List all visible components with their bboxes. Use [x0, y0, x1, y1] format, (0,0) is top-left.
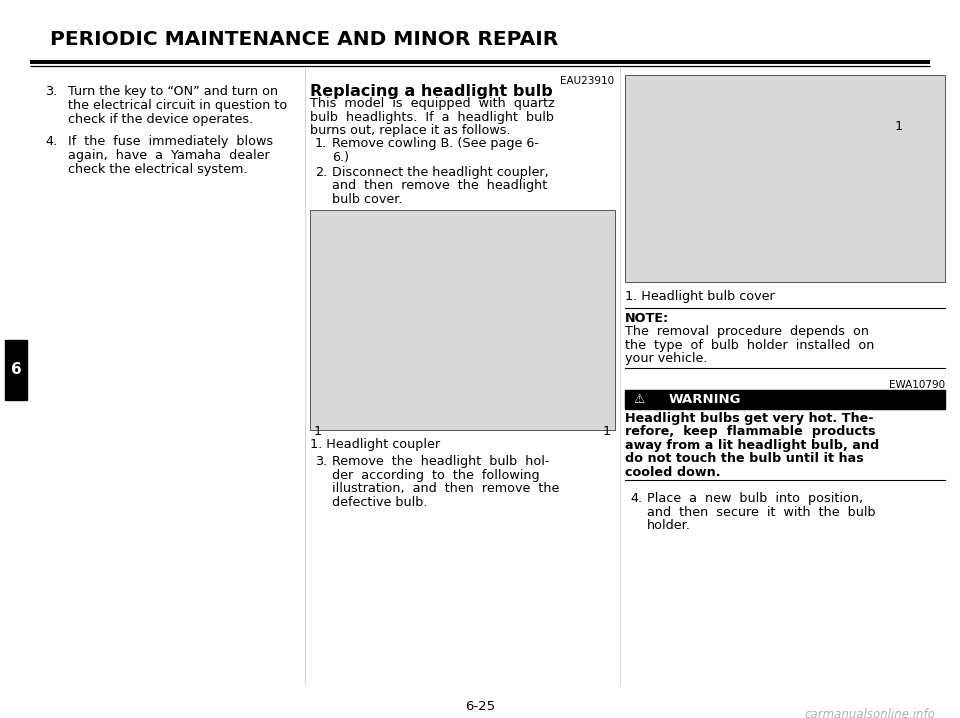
- Text: WARNING: WARNING: [669, 393, 741, 406]
- Bar: [625, 390, 945, 409]
- Text: 6: 6: [11, 363, 21, 378]
- Text: defective bulb.: defective bulb.: [332, 495, 427, 508]
- Text: bulb cover.: bulb cover.: [332, 193, 402, 206]
- Text: 1.: 1.: [315, 137, 327, 150]
- Text: Disconnect the headlight coupler,: Disconnect the headlight coupler,: [332, 166, 549, 179]
- Bar: [310, 210, 615, 430]
- Text: the electrical circuit in question to: the electrical circuit in question to: [68, 99, 287, 112]
- Text: ⚠: ⚠: [634, 393, 644, 406]
- Text: away from a lit headlight bulb, and: away from a lit headlight bulb, and: [625, 439, 879, 452]
- Text: Headlight bulbs get very hot. The-: Headlight bulbs get very hot. The-: [625, 412, 874, 425]
- Text: 4.: 4.: [630, 492, 642, 505]
- Text: 6-25: 6-25: [465, 700, 495, 713]
- Text: 1: 1: [895, 120, 903, 133]
- Text: der  according  to  the  following: der according to the following: [332, 469, 540, 482]
- Text: If  the  fuse  immediately  blows: If the fuse immediately blows: [68, 135, 274, 148]
- Text: This  model  is  equipped  with  quartz: This model is equipped with quartz: [310, 97, 555, 110]
- Text: carmanualsonline.info: carmanualsonline.info: [804, 708, 935, 718]
- Text: check if the device operates.: check if the device operates.: [68, 113, 253, 126]
- Text: 3.: 3.: [45, 85, 58, 98]
- Text: do not touch the bulb until it has: do not touch the bulb until it has: [625, 452, 864, 465]
- Text: 1: 1: [314, 425, 323, 438]
- Text: and  then  secure  it  with  the  bulb: and then secure it with the bulb: [647, 505, 876, 518]
- Text: NOTE:: NOTE:: [625, 312, 669, 325]
- Text: 3.: 3.: [315, 455, 327, 468]
- Text: your vehicle.: your vehicle.: [625, 352, 708, 365]
- Text: 6.): 6.): [332, 151, 349, 164]
- Text: and  then  remove  the  headlight: and then remove the headlight: [332, 180, 547, 192]
- Text: PERIODIC MAINTENANCE AND MINOR REPAIR: PERIODIC MAINTENANCE AND MINOR REPAIR: [50, 30, 559, 49]
- Text: Turn the key to “ON” and turn on: Turn the key to “ON” and turn on: [68, 85, 278, 98]
- Text: Place  a  new  bulb  into  position,: Place a new bulb into position,: [647, 492, 863, 505]
- Text: illustration,  and  then  remove  the: illustration, and then remove the: [332, 482, 560, 495]
- Text: The  removal  procedure  depends  on: The removal procedure depends on: [625, 325, 869, 338]
- Text: Remove  the  headlight  bulb  hol-: Remove the headlight bulb hol-: [332, 455, 549, 468]
- Text: burns out, replace it as follows.: burns out, replace it as follows.: [310, 124, 511, 137]
- Text: check the electrical system.: check the electrical system.: [68, 163, 248, 176]
- Text: again,  have  a  Yamaha  dealer: again, have a Yamaha dealer: [68, 149, 270, 162]
- Text: 4.: 4.: [45, 135, 58, 148]
- Text: Remove cowling B. (See page 6-: Remove cowling B. (See page 6-: [332, 137, 539, 150]
- Text: EAU23910: EAU23910: [560, 76, 614, 86]
- Text: cooled down.: cooled down.: [625, 466, 721, 479]
- Text: holder.: holder.: [647, 519, 691, 532]
- Text: 1: 1: [603, 425, 611, 438]
- Text: bulb  headlights.  If  a  headlight  bulb: bulb headlights. If a headlight bulb: [310, 111, 554, 123]
- Bar: [625, 75, 945, 282]
- Bar: [5, 340, 27, 400]
- Text: 1. Headlight bulb cover: 1. Headlight bulb cover: [625, 290, 775, 303]
- Text: refore,  keep  flammable  products: refore, keep flammable products: [625, 426, 876, 439]
- Text: 1. Headlight coupler: 1. Headlight coupler: [310, 438, 440, 451]
- Text: EWA10790: EWA10790: [889, 380, 945, 390]
- Text: 2.: 2.: [315, 166, 327, 179]
- Text: Replacing a headlight bulb: Replacing a headlight bulb: [310, 84, 553, 99]
- Text: the  type  of  bulb  holder  installed  on: the type of bulb holder installed on: [625, 338, 875, 352]
